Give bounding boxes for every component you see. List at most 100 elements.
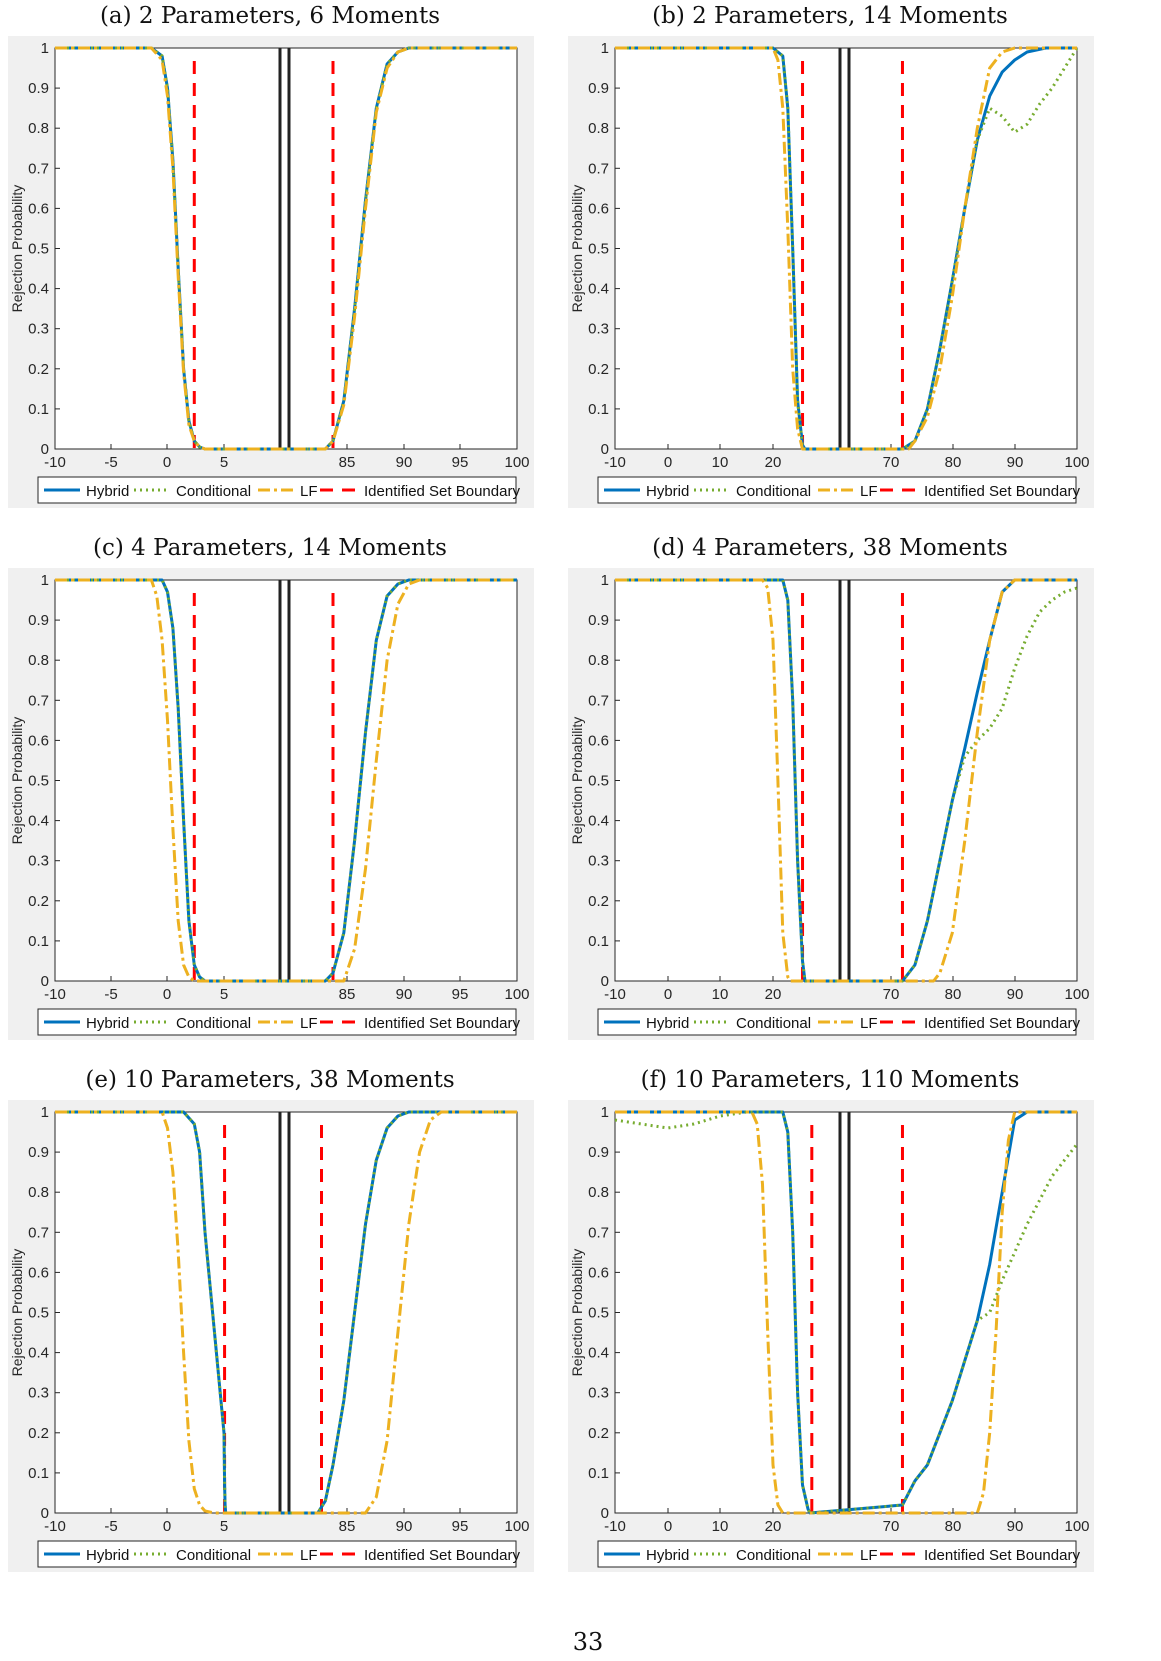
y-tick-label: 0.6 [588, 732, 609, 749]
legend: Hybrid Conditional LF Identified Set Bounda… [597, 1008, 1080, 1036]
series-line-lf [55, 578, 517, 983]
legend-label: Conditional [736, 1547, 811, 1564]
x-tick-label: 85 [339, 1518, 356, 1535]
panel-title: (f) 10 Parameters, 110 Moments [640, 1067, 1020, 1093]
y-tick-label: 0.6 [28, 732, 49, 749]
y-tick-label: 0 [41, 973, 49, 990]
y-tick-label: 0.7 [588, 160, 609, 177]
x-tick-label: -10 [604, 1518, 626, 1535]
y-tick-label: 0 [601, 441, 609, 458]
y-axis-title: Rejection Probability [9, 1249, 25, 1377]
y-tick-label: 0.8 [588, 652, 609, 669]
y-tick-label: 0.1 [28, 1465, 49, 1482]
legend: Hybrid Conditional LF Identified Set Bounda… [597, 476, 1080, 504]
x-tick-label: -10 [44, 986, 66, 1003]
y-tick-label: 0.4 [28, 1345, 49, 1362]
y-tick-label: 0.5 [588, 1305, 609, 1322]
y-tick-label: 0.9 [28, 1144, 49, 1161]
legend-label: Hybrid [646, 483, 689, 500]
page-number: 33 [572, 1628, 604, 1656]
y-tick-label: 0.3 [28, 1385, 49, 1402]
legend-label: Identified Set Boundary [924, 483, 1080, 500]
y-tick-label: 0.6 [588, 200, 609, 217]
y-tick-label: 1 [601, 40, 609, 57]
y-tick-label: 0.9 [588, 1144, 609, 1161]
x-tick-label: 70 [883, 1518, 900, 1535]
series-line-lf [55, 1110, 517, 1515]
y-axis-title: Rejection Probability [569, 185, 585, 313]
legend: Hybrid Conditional LF Identified Set Bounda… [37, 1008, 520, 1036]
x-tick-label: -5 [104, 1518, 117, 1535]
plot-area [614, 47, 1078, 450]
series-line-lf [615, 578, 1077, 983]
y-tick-label: 0.7 [588, 692, 609, 709]
legend: Hybrid Conditional LF Identified Set Bounda… [37, 476, 520, 504]
legend-label: Hybrid [86, 1547, 129, 1564]
y-tick-label: 0.4 [588, 281, 609, 298]
panel-b: (b) 2 Parameters, 14 Moments 0 0.1 0.2 0.3 0… [560, 0, 1100, 512]
chart-svg: 0 0.1 0.2 0.3 0.4 0.5 0.6 0.7 0.8 0.9 1 -10 -5 0 5 85 90… [8, 1100, 534, 1572]
series-line-hybrid [615, 1110, 1077, 1515]
x-tick-label: -10 [44, 454, 66, 471]
y-tick-label: 0.6 [588, 1264, 609, 1281]
panel-title: (a) 2 Parameters, 6 Moments [99, 3, 441, 29]
panel-title: (b) 2 Parameters, 14 Moments [652, 3, 1008, 29]
x-tick-label: -10 [44, 1518, 66, 1535]
series-line-hybrid [55, 578, 517, 983]
x-tick-label: 5 [220, 1518, 228, 1535]
legend-label: LF [300, 1015, 318, 1032]
legend-label: Identified Set Boundary [364, 1015, 520, 1032]
x-tick-label: 80 [945, 986, 962, 1003]
y-tick-label: 0.9 [588, 80, 609, 97]
y-tick-label: 0.3 [28, 853, 49, 870]
panel-f: (f) 10 Parameters, 110 Moments 0 0.1 0.2 0.… [560, 1064, 1100, 1576]
plot-area [614, 579, 1078, 982]
y-axis-title: Rejection Probability [569, 1249, 585, 1377]
y-tick-label: 1 [41, 1104, 49, 1121]
x-tick-label: 100 [504, 1518, 529, 1535]
x-tick-label: 0 [664, 1518, 672, 1535]
series-line-conditional [55, 1110, 517, 1515]
legend-label: LF [860, 1547, 878, 1564]
legend-label: Identified Set Boundary [364, 483, 520, 500]
y-tick-label: 0.4 [28, 813, 49, 830]
y-tick-label: 0.3 [588, 321, 609, 338]
series-line-lf [55, 46, 517, 451]
y-tick-label: 0 [601, 1505, 609, 1522]
plot-area [54, 579, 518, 982]
x-tick-label: 95 [452, 454, 469, 471]
x-tick-label: 95 [452, 986, 469, 1003]
chart-svg: 00.10.20.30.40.50.60.70.80.91-10 0 10 20 70 8… [568, 1100, 1094, 1572]
chart-svg: 00.10.20.30.40.50.60.70.80.91-10 0 10 20 70 8… [568, 36, 1094, 508]
x-tick-label: 70 [883, 986, 900, 1003]
panel-c: (c) 4 Parameters, 14 Moments 0 0.1 0.2 0.3 0… [0, 532, 540, 1044]
y-tick-label: 0.8 [28, 1184, 49, 1201]
y-tick-label: 0.3 [28, 321, 49, 338]
x-tick-label: 85 [339, 454, 356, 471]
x-tick-label: 0 [163, 1518, 171, 1535]
legend-label: Conditional [176, 1015, 251, 1032]
y-tick-label: 0.8 [28, 652, 49, 669]
y-tick-label: 0.9 [28, 80, 49, 97]
x-tick-label: 20 [765, 1518, 782, 1535]
x-tick-label: 80 [945, 454, 962, 471]
panel-e: (e) 10 Parameters, 38 Moments 0 0.1 0.2 0.3… [0, 1064, 540, 1576]
y-axis-title: Rejection Probability [9, 185, 25, 313]
legend: Hybrid Conditional LF Identified Set Bounda… [597, 1540, 1080, 1568]
legend-label: Identified Set Boundary [924, 1547, 1080, 1564]
y-tick-label: 1 [41, 572, 49, 589]
y-tick-label: 0.3 [588, 1385, 609, 1402]
y-tick-label: 0.4 [28, 281, 49, 298]
y-tick-label: 0.1 [588, 401, 609, 418]
y-tick-label: 0.5 [28, 1305, 49, 1322]
x-tick-label: 20 [765, 454, 782, 471]
panel-d: (d) 4 Parameters, 38 Moments 0 0.1 0.2 0.3 0… [560, 532, 1100, 1044]
y-tick-label: 0.7 [28, 1224, 49, 1241]
y-tick-label: 0.5 [28, 241, 49, 258]
legend-label: LF [300, 1547, 318, 1564]
y-tick-label: 0.9 [588, 612, 609, 629]
x-tick-label: 90 [1007, 454, 1024, 471]
y-tick-label: 0.2 [28, 893, 49, 910]
x-tick-label: 90 [1007, 986, 1024, 1003]
legend-label: Hybrid [646, 1547, 689, 1564]
